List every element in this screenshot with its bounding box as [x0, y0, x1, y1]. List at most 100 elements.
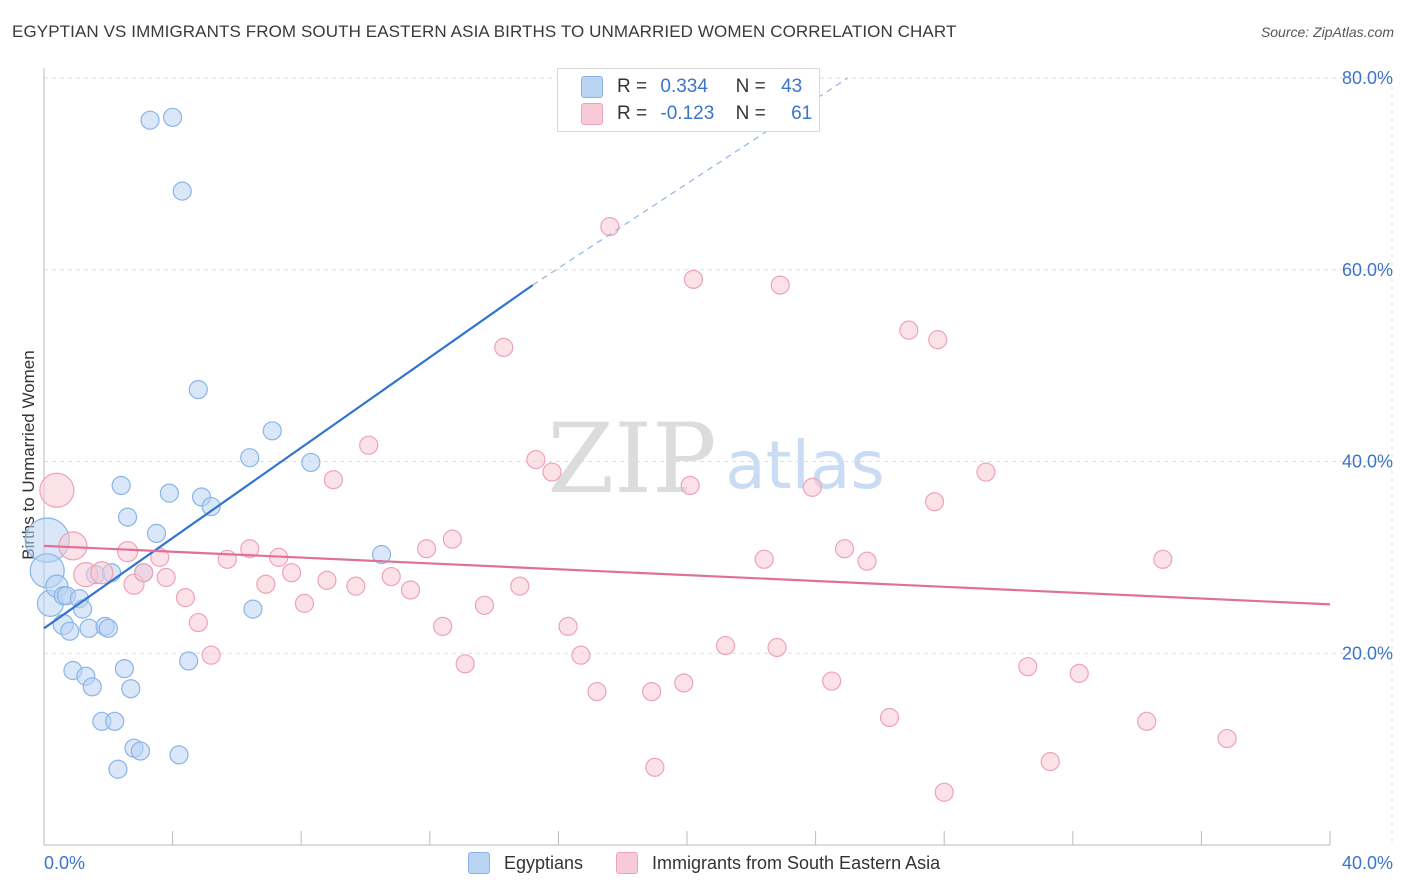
legend-item-egyptians[interactable]: Egyptians — [468, 852, 583, 874]
immigrants-point — [1018, 657, 1038, 677]
n-label: N = — [735, 76, 766, 97]
immigrants-point — [834, 539, 855, 559]
egyptians-swatch — [468, 852, 490, 874]
egyptians-point — [371, 544, 392, 565]
legend-label-egyptians: Egyptians — [504, 852, 584, 873]
immigrants-point — [494, 337, 514, 358]
immigrants-point — [526, 449, 546, 470]
immigrants-point — [455, 654, 475, 674]
immigrants-point — [175, 588, 196, 608]
immigrants-point — [571, 645, 591, 665]
immigrants-point — [600, 217, 620, 237]
watermark-zip: ZIP — [547, 403, 716, 515]
immigrants-point — [976, 462, 996, 482]
immigrants-point — [317, 570, 337, 590]
immigrants-point — [928, 330, 948, 350]
egyptians-trend-line — [43, 284, 534, 630]
immigrants-point — [1153, 549, 1173, 569]
legend-label-immigrants: Immigrants from South Eastern Asia — [652, 852, 941, 873]
correlation-legend: R = 0.334 N = 43 R = -0.123 N = 61 — [557, 68, 820, 132]
immigrants-point — [770, 275, 790, 295]
axes — [43, 68, 1331, 846]
egyptians-point — [108, 759, 128, 779]
immigrants-point — [822, 671, 842, 691]
egyptians-point — [130, 741, 151, 761]
r-value-immigrants: -0.123 — [660, 103, 715, 124]
egyptians-point — [121, 679, 141, 699]
immigrants-point — [558, 616, 578, 637]
egyptians-point — [98, 618, 118, 638]
immigrants-point — [359, 435, 379, 455]
egyptians-point — [105, 711, 125, 731]
n-label: N = — [735, 103, 766, 124]
egyptians-point — [111, 475, 131, 496]
legend-item-immigrants[interactable]: Immigrants from South Eastern Asia — [616, 852, 940, 874]
immigrants-point — [642, 681, 662, 702]
r-value-egyptians: 0.334 — [660, 76, 708, 97]
egyptians-point — [72, 599, 93, 619]
tick-labels: 20.0% 40.0% 60.0% 80.0% 0.0% 40.0% — [44, 68, 1393, 873]
egyptians-point — [159, 483, 179, 503]
immigrants-point — [433, 616, 453, 637]
immigrants-point — [188, 612, 208, 633]
immigrants-point — [767, 637, 787, 658]
egyptians-point — [179, 651, 199, 671]
immigrants-point — [346, 576, 366, 596]
chart-title: EGYPTIAN VS IMMIGRANTS FROM SOUTH EASTER… — [12, 22, 957, 41]
egyptians-point — [146, 523, 167, 544]
immigrants-point — [542, 462, 562, 482]
immigrants-point — [1069, 663, 1089, 683]
x-tick-label-max: 40.0% — [1342, 853, 1393, 873]
egyptians-point — [188, 379, 208, 400]
x-tick-label-min: 0.0% — [44, 853, 85, 873]
immigrants-point — [474, 595, 495, 615]
immigrants-point — [294, 593, 315, 613]
immigrants-trend-line — [43, 544, 1331, 606]
immigrants-point — [754, 549, 774, 569]
y-tick-label: 60.0% — [1342, 260, 1393, 280]
r-label: R = — [617, 76, 648, 97]
egyptians-point — [114, 658, 134, 679]
immigrants-point — [645, 757, 665, 777]
immigrants-point — [442, 529, 462, 549]
immigrants-point — [1040, 751, 1060, 772]
egyptians-point — [240, 448, 260, 468]
egyptians-point — [172, 181, 192, 201]
trend-lines — [43, 77, 1331, 630]
y-tick-label: 80.0% — [1342, 68, 1393, 88]
egyptians-point — [79, 618, 99, 638]
n-value-immigrants: 61 — [791, 103, 813, 124]
immigrants-point — [281, 563, 302, 583]
immigrants-point — [256, 574, 276, 594]
immigrants-point — [934, 782, 954, 802]
egyptians-point — [243, 599, 263, 619]
egyptians-point — [169, 745, 189, 765]
immigrants-point — [323, 470, 343, 490]
immigrants-point — [240, 539, 260, 559]
source-credit: Source: ZipAtlas.com — [1260, 24, 1394, 40]
watermark: ZIP atlas — [547, 403, 884, 515]
immigrants-swatch — [616, 852, 638, 874]
egyptians-point — [140, 110, 160, 130]
immigrants-point — [116, 541, 139, 563]
immigrants-point — [134, 563, 154, 583]
r-label: R = — [617, 103, 648, 124]
egyptians-point — [201, 496, 221, 517]
egyptians-point — [301, 452, 321, 473]
immigrants-point — [1217, 728, 1237, 749]
immigrants-point — [1137, 711, 1157, 731]
immigrants-point — [400, 580, 421, 600]
immigrants-point — [879, 707, 900, 728]
immigrants-point — [899, 320, 919, 340]
egyptians-point — [60, 621, 80, 641]
egyptians-point — [262, 421, 282, 441]
immigrants-point — [924, 492, 945, 512]
immigrants-point — [587, 681, 607, 702]
immigrants-point — [150, 547, 170, 567]
immigrants-point — [201, 645, 221, 665]
egyptians-point — [117, 507, 138, 527]
immigrants-point — [39, 472, 75, 508]
immigrants-point — [674, 673, 694, 693]
y-tick-label: 40.0% — [1342, 452, 1393, 472]
